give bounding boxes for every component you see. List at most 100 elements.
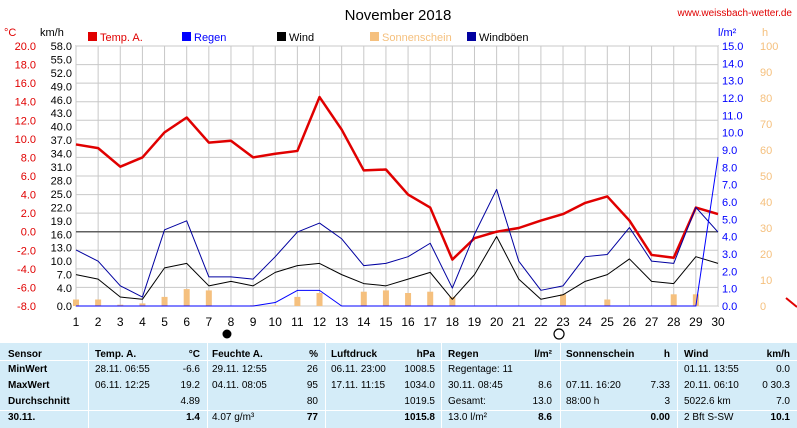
column-divider	[560, 343, 561, 428]
wind-axis-tick: 43.0	[51, 108, 72, 120]
sun-axis-tick: 10	[760, 275, 772, 287]
sun-axis-tick: 60	[760, 145, 772, 157]
column-divider	[677, 343, 678, 428]
x-axis-tick: 16	[401, 315, 415, 329]
wind-date: 2 Bft S-SW	[684, 412, 734, 423]
sun-axis-tick: 50	[760, 171, 772, 183]
temp-axis-tick: -8.0	[17, 301, 36, 313]
x-axis-tick: 10	[269, 315, 283, 329]
temp-axis-tick: 4.0	[21, 190, 36, 202]
sunshine-bar	[670, 294, 677, 306]
wind-axis-tick: 22.0	[51, 202, 72, 214]
column-divider	[207, 343, 208, 428]
sun-axis-unit: h	[762, 27, 768, 39]
x-axis-tick: 5	[161, 315, 168, 329]
chart-title: November 2018	[345, 7, 452, 24]
sunshine-bar	[161, 296, 168, 306]
press-value: 1015.8	[404, 412, 435, 423]
temp-axis-tick: 10.0	[15, 134, 36, 146]
sunshine-bar	[449, 296, 456, 306]
wind-axis-tick: 46.0	[51, 95, 72, 107]
header-humid-unit: %	[309, 349, 318, 360]
x-axis-tick: 19	[468, 315, 482, 329]
humid-date: 4.07 g/m³	[212, 412, 255, 423]
temp-date: 06.11. 12:25	[95, 380, 150, 391]
sun-value: 3	[664, 396, 670, 407]
x-axis-tick: 17	[424, 315, 438, 329]
wind-axis-tick: 55.0	[51, 54, 72, 66]
press-date: 06.11. 23:00	[331, 364, 386, 375]
header-press: Luftdruck	[331, 349, 378, 360]
x-axis-tick: 14	[357, 315, 371, 329]
humid-value: 95	[306, 380, 318, 391]
rain-axis-tick: 3.0	[722, 249, 737, 261]
header-wind-unit: km/h	[766, 349, 790, 360]
x-axis-tick: 15	[379, 315, 393, 329]
header-temp-unit: °C	[188, 349, 200, 360]
temp-value: 19.2	[180, 380, 200, 391]
row-divider	[0, 410, 797, 411]
wind-axis-tick: 16.0	[51, 229, 72, 241]
sun-value: 7.33	[650, 380, 670, 391]
x-axis-tick: 11	[291, 315, 304, 329]
rain-value: 8.6	[538, 380, 552, 391]
rain-text: 30.11. 08:45	[448, 380, 503, 391]
humid-date: 04.11. 08:05	[212, 380, 267, 391]
wind-axis-tick: 25.0	[51, 189, 72, 201]
wind-axis-tick: 58.0	[51, 41, 72, 53]
header-wind: Wind	[684, 349, 709, 360]
x-axis-tick: 1	[73, 315, 80, 329]
sun-axis-tick: 40	[760, 197, 772, 209]
sun-axis-tick: 70	[760, 119, 772, 131]
sunshine-bar	[382, 290, 389, 306]
humid-value: 77	[306, 412, 318, 423]
sunshine-bar	[405, 293, 412, 306]
series-line	[75, 188, 719, 298]
temp-value: -6.6	[182, 364, 200, 375]
rain-axis-tick: 11.0	[722, 110, 743, 122]
x-axis-tick: 7	[205, 315, 212, 329]
sunshine-bar	[360, 291, 367, 306]
temp-date: 28.11. 06:55	[95, 364, 150, 375]
rain-axis-tick: 9.0	[722, 145, 737, 157]
sun-axis-tick: 90	[760, 67, 772, 79]
x-axis-tick: 21	[512, 315, 526, 329]
sunshine-bar	[139, 303, 146, 306]
temp-axis-tick: 18.0	[15, 60, 36, 72]
legend-swatch	[467, 32, 476, 41]
rain-axis-tick: 8.0	[722, 162, 737, 174]
wind-value: 0 30.3	[762, 380, 790, 391]
press-date: 17.11. 11:15	[331, 380, 386, 391]
wind-axis-tick: 28.0	[51, 175, 72, 187]
rain-axis-tick: 1.0	[722, 284, 737, 296]
wind-value: 0.0	[776, 364, 790, 375]
wind-date: 5022.6 km	[684, 396, 731, 407]
x-axis-tick: 2	[95, 315, 102, 329]
wind-axis-unit: km/h	[40, 27, 64, 39]
sun-axis-tick: 100	[760, 41, 778, 53]
new-moon-icon	[222, 329, 232, 339]
wind-axis-tick: 34.0	[51, 149, 72, 161]
temp-axis-tick: 12.0	[15, 115, 36, 127]
column-divider	[325, 343, 326, 428]
x-axis-tick: 4	[139, 315, 146, 329]
temp-axis-tick: 14.0	[15, 97, 36, 109]
x-axis-tick: 23	[556, 315, 570, 329]
rain-axis-tick: 15.0	[722, 41, 743, 53]
site-url: www.weissbach-wetter.de	[677, 8, 793, 19]
x-axis-tick: 3	[117, 315, 124, 329]
sun-axis-tick: 0	[760, 301, 766, 313]
sunshine-bar	[205, 290, 212, 306]
rain-axis-unit: l/m²	[718, 27, 737, 39]
x-axis-tick: 9	[250, 315, 257, 329]
x-axis-tick: 6	[183, 315, 190, 329]
series-line	[75, 95, 719, 261]
sunshine-bar	[73, 299, 79, 306]
press-value: 1008.5	[404, 364, 435, 375]
wind-axis-tick: 19.0	[51, 216, 72, 228]
legend-label: Wind	[289, 32, 314, 44]
x-axis-tick: 13	[335, 315, 349, 329]
x-axis-tick: 24	[578, 315, 592, 329]
temp-value: 1.4	[186, 412, 200, 423]
rain-text: Regentage: 11	[448, 364, 513, 375]
